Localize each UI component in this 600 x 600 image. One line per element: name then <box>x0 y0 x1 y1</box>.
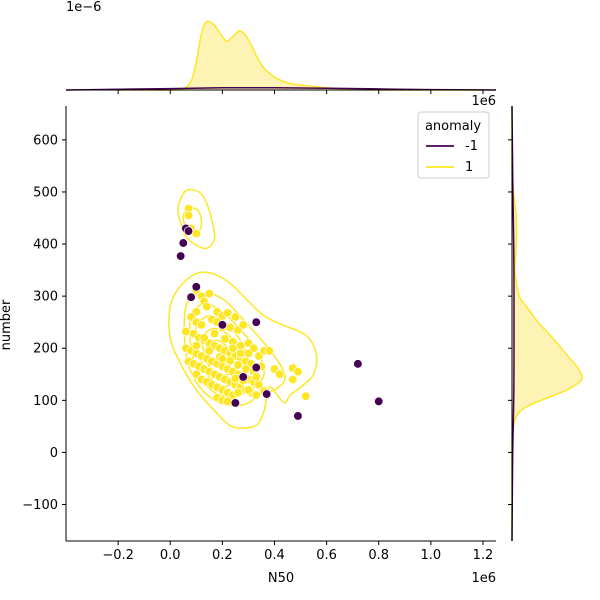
normal-point <box>288 374 298 385</box>
y-tick-label: −100 <box>22 498 58 513</box>
top-marginal-axes: 1e−6 <box>65 0 497 94</box>
x-tick-label: 1.2 <box>473 548 494 563</box>
anomaly-point <box>251 362 261 373</box>
normal-point <box>301 391 311 401</box>
normal-point <box>235 348 246 359</box>
normal-point <box>181 326 191 337</box>
top-density-normal-line <box>118 20 484 91</box>
legend-frame <box>417 111 490 179</box>
top-marginal-offset-text: 1e−6 <box>66 0 101 15</box>
normal-point <box>228 343 238 353</box>
y-axis-ticks: −100 0 100 200 300 400 500 600 <box>22 133 66 513</box>
anomaly-point <box>374 396 384 407</box>
anomaly-point <box>217 320 228 330</box>
normal-point <box>251 390 261 400</box>
normal-point <box>191 340 201 351</box>
right-density-anomaly-line <box>511 105 515 542</box>
y-tick-label: 200 <box>33 342 58 357</box>
normal-point <box>243 385 254 395</box>
normal-point <box>264 346 274 356</box>
x-axis-offset-text: 1e6 <box>471 571 496 586</box>
y-tick-label: 100 <box>33 394 58 409</box>
right-marginal-axes: 1e6 <box>471 94 583 542</box>
normal-point <box>217 354 228 364</box>
y-tick-label: 0 <box>50 446 58 461</box>
contour-line <box>168 271 318 429</box>
normal-point <box>241 364 251 374</box>
normal-point <box>230 312 241 322</box>
normal-point <box>293 367 303 377</box>
normal-point <box>275 369 285 379</box>
right-marginal-density <box>511 105 583 542</box>
main-axes: −0.2 0.0 0.2 0.4 0.6 0.8 1.0 1.2 −100 0 100 200 300… <box>0 106 496 586</box>
x-tick-label: 0.6 <box>316 548 337 563</box>
normal-point <box>202 301 212 312</box>
legend-label-anomaly: -1 <box>465 139 478 154</box>
normal-point <box>225 356 235 366</box>
anomaly-point <box>262 389 272 399</box>
right-marginal-offset-text: 1e6 <box>471 94 496 109</box>
normal-point <box>222 396 233 407</box>
anomaly-point <box>178 238 188 248</box>
x-tick-label: 0.8 <box>368 548 389 563</box>
right-density-normal-line <box>511 105 583 542</box>
anomaly-point <box>353 359 363 369</box>
anomaly-point <box>191 282 201 292</box>
normal-point <box>199 333 209 343</box>
contour-line <box>183 292 286 407</box>
x-tick-label: 1.0 <box>421 548 442 563</box>
normal-point <box>204 346 214 356</box>
anomaly-point <box>186 292 196 302</box>
normal-point <box>225 322 235 333</box>
normal-point <box>222 308 233 318</box>
x-tick-label: 0.2 <box>212 548 233 563</box>
contour-line <box>177 188 216 250</box>
normal-point <box>204 288 214 299</box>
normal-point <box>209 329 220 339</box>
y-axis-label: number <box>0 299 14 350</box>
right-marginal-ticks <box>508 139 512 506</box>
normal-point <box>233 360 243 370</box>
y-tick-label: 400 <box>33 238 58 253</box>
x-tick-label: 0.0 <box>160 548 181 563</box>
normal-point <box>243 348 254 359</box>
anomaly-point <box>293 411 303 421</box>
normal-point <box>238 320 248 330</box>
right-density-normal-fill <box>511 106 583 541</box>
normal-point <box>251 372 261 382</box>
anomaly-point <box>238 372 248 382</box>
normal-point <box>183 210 194 221</box>
anomaly-point <box>183 226 194 236</box>
x-tick-label: −0.2 <box>102 548 134 563</box>
normal-point <box>191 228 201 239</box>
legend-label-normal: 1 <box>465 160 473 175</box>
normal-point <box>233 387 243 398</box>
normal-point <box>235 340 246 351</box>
x-tick-label: 0.4 <box>264 548 285 563</box>
scatter-points <box>176 203 384 421</box>
legend: anomaly -1 1 <box>417 111 490 179</box>
top-marginal-ticks <box>117 90 484 94</box>
anomaly-point <box>230 398 241 408</box>
top-marginal-density <box>65 20 497 91</box>
anomaly-point <box>176 251 186 261</box>
x-axis-ticks: −0.2 0.0 0.2 0.4 0.6 0.8 1.0 1.2 <box>102 541 493 563</box>
y-tick-label: 300 <box>33 290 58 305</box>
normal-point <box>220 334 230 344</box>
normal-point <box>196 320 207 330</box>
normal-point <box>230 373 241 384</box>
x-axis-label: N50 <box>268 571 294 586</box>
top-density-normal-fill <box>118 21 483 91</box>
legend-title: anomaly <box>425 119 481 134</box>
y-tick-label: 500 <box>33 185 58 200</box>
y-tick-label: 600 <box>33 133 58 148</box>
anomaly-point <box>251 317 261 327</box>
